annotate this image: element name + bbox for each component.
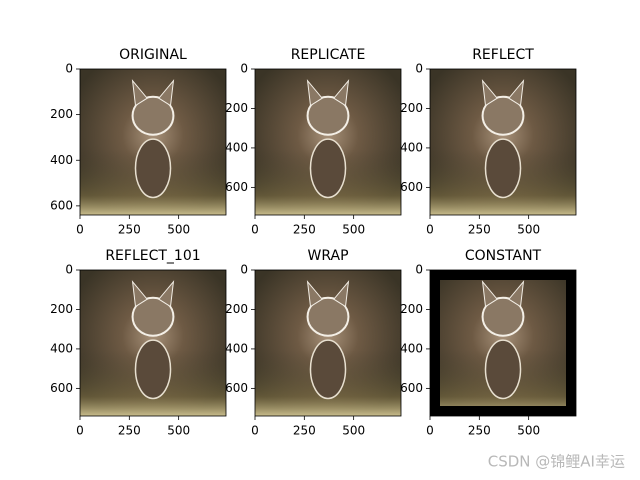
kitten-ear	[508, 79, 525, 107]
kitten-ear	[481, 79, 498, 107]
y-tick-label: 0	[240, 62, 248, 76]
axes-frame	[429, 269, 577, 417]
kitten-head	[481, 296, 525, 337]
axes-title: ORIGINAL	[119, 47, 187, 63]
x-tick-label: 0	[251, 424, 259, 438]
axes-frame	[254, 68, 402, 216]
y-tick-label: 200	[225, 101, 248, 115]
kitten-ear	[158, 280, 175, 308]
kitten-ear	[306, 79, 323, 107]
kitten-head	[306, 296, 350, 337]
x-tick-label: 0	[426, 424, 434, 438]
axes-title: REFLECT_101	[105, 248, 200, 264]
kitten-head	[306, 95, 350, 136]
x-tick-label: 250	[293, 223, 316, 237]
watermark: CSDN @锦鲤AI幸运	[488, 453, 625, 471]
y-tick-label: 200	[400, 101, 423, 115]
y-tick-label: 600	[50, 381, 73, 395]
y-tick-label: 200	[225, 302, 248, 316]
x-tick-label: 500	[342, 223, 365, 237]
y-tick-label: 0	[415, 62, 423, 76]
axes-title: REFLECT	[472, 47, 534, 63]
axes-frame	[429, 68, 577, 216]
kitten-ear	[131, 79, 148, 107]
y-tick-label: 200	[50, 107, 73, 121]
y-tick-label: 600	[225, 180, 248, 194]
kitten-ear	[158, 79, 175, 107]
axes-frame	[79, 269, 227, 417]
y-tick-label: 600	[400, 381, 423, 395]
x-tick-label: 0	[251, 223, 259, 237]
x-tick-label: 250	[293, 424, 316, 438]
kitten-head	[131, 296, 175, 337]
x-tick-label: 250	[118, 424, 141, 438]
y-tick-label: 200	[50, 302, 73, 316]
axes-title: CONSTANT	[465, 248, 542, 264]
kitten-body	[309, 138, 347, 199]
kitten-body	[484, 339, 522, 400]
kitten-body	[309, 339, 347, 400]
y-tick-label: 400	[225, 140, 248, 154]
x-tick-label: 250	[468, 223, 491, 237]
x-tick-label: 500	[517, 424, 540, 438]
kitten-ear	[333, 79, 350, 107]
image-panel	[430, 270, 576, 416]
image-panel	[80, 69, 226, 215]
x-tick-label: 0	[76, 424, 84, 438]
y-tick-label: 0	[65, 263, 73, 277]
kitten-body	[134, 138, 172, 199]
y-tick-label: 0	[65, 62, 73, 76]
y-tick-label: 600	[225, 381, 248, 395]
y-tick-label: 400	[400, 140, 423, 154]
image-panel	[80, 270, 226, 416]
image-panel	[255, 69, 401, 215]
kitten-body	[134, 339, 172, 400]
x-tick-label: 500	[167, 223, 190, 237]
kitten-head	[131, 95, 175, 136]
y-tick-label: 400	[400, 341, 423, 355]
axes-title: WRAP	[307, 248, 348, 264]
x-tick-label: 500	[167, 424, 190, 438]
axes-title: REPLICATE	[291, 47, 366, 63]
y-tick-label: 400	[50, 153, 73, 167]
kitten-body	[484, 138, 522, 199]
x-tick-label: 0	[426, 223, 434, 237]
axes-frame	[79, 68, 227, 216]
x-tick-label: 0	[76, 223, 84, 237]
image-panel	[255, 270, 401, 416]
y-tick-label: 400	[225, 341, 248, 355]
image-panel	[430, 69, 576, 215]
y-tick-label: 0	[240, 263, 248, 277]
kitten-ear	[508, 280, 525, 308]
y-tick-label: 0	[415, 263, 423, 277]
y-tick-label: 200	[400, 302, 423, 316]
kitten-ear	[333, 280, 350, 308]
kitten-ear	[306, 280, 323, 308]
y-tick-label: 400	[50, 341, 73, 355]
x-tick-label: 500	[517, 223, 540, 237]
x-tick-label: 250	[118, 223, 141, 237]
kitten-head	[481, 95, 525, 136]
kitten-ear	[131, 280, 148, 308]
x-tick-label: 500	[342, 424, 365, 438]
kitten-ear	[481, 280, 498, 308]
y-tick-label: 600	[50, 198, 73, 212]
x-tick-label: 250	[468, 424, 491, 438]
y-tick-label: 600	[400, 180, 423, 194]
axes-frame	[254, 269, 402, 417]
